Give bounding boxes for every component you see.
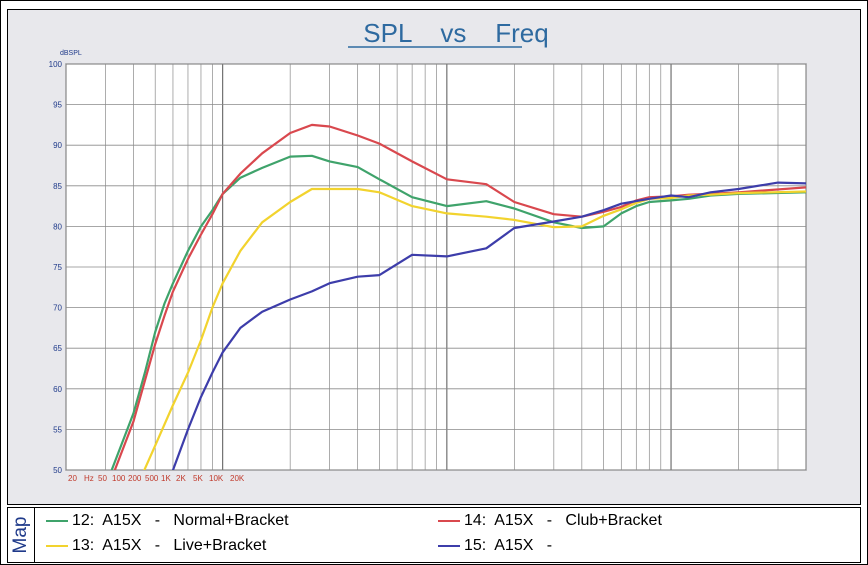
legend-item-13[interactable]: 13: A15X - Live+Bracket [46, 535, 266, 557]
legend-swatch-14 [438, 520, 460, 522]
y-tick-label: 90 [53, 141, 62, 150]
y-tick-label: 60 [53, 385, 62, 394]
x-tick-label: 5K [193, 474, 203, 483]
legend-item-12[interactable]: 12: A15X - Normal+Bracket [46, 510, 289, 532]
x-tick-label: 200 [128, 474, 142, 483]
legend-label-12: 12: A15X - Normal+Bracket [72, 512, 289, 529]
x-tick-label: 50 [98, 474, 107, 483]
legend-map-tab[interactable]: Map [8, 508, 35, 562]
y-tick-label: 65 [53, 344, 62, 353]
legend-swatch-15 [438, 545, 460, 547]
y-tick-label: 70 [53, 304, 62, 313]
y-tick-label: 95 [53, 101, 62, 110]
chart-title: SPL vs Freq [363, 18, 548, 48]
series-line-1 [110, 154, 806, 470]
y-tick-label: 85 [53, 182, 62, 191]
legend-label-14: 14: A15X - Club+Bracket [464, 512, 662, 529]
series-line-2 [113, 123, 806, 470]
x-tick-label: 20K [230, 474, 245, 483]
spl-vs-freq-chart: SPL vs Freq dBSPL 100 95 90 85 80 75 70 65 60 55 50 2… [49, 18, 807, 483]
y-tick-label: 50 [53, 466, 62, 475]
y-axis-label: dBSPL [60, 50, 82, 57]
y-tick-label: 80 [53, 222, 62, 231]
legend-item-14[interactable]: 14: A15X - Club+Bracket [438, 510, 662, 532]
legend-map-label: Map [10, 516, 31, 554]
x-tick-label: 20 [68, 474, 77, 483]
y-tick-label: 55 [53, 425, 62, 434]
y-tick-label: 100 [49, 60, 63, 69]
x-tick-label: 1K [161, 474, 171, 483]
x-tick-label: 500 [145, 474, 159, 483]
legend-item-15[interactable]: 15: A15X - [438, 535, 552, 557]
x-tick-label: 100 [112, 474, 126, 483]
legend: Map 12: A15X - Normal+Bracket 13: A15X -… [7, 507, 861, 563]
series-line-4 [171, 181, 806, 470]
y-tick-label: 75 [53, 263, 62, 272]
x-tick-label: 2K [176, 474, 186, 483]
legend-swatch-12 [46, 520, 68, 522]
legend-label-13: 13: A15X - Live+Bracket [72, 537, 267, 554]
x-tick-label: 10K [209, 474, 224, 483]
legend-label-15: 15: A15X - [464, 537, 553, 554]
x-tick-label: Hz [84, 474, 94, 483]
legend-swatch-13 [46, 545, 68, 547]
plot-panel: SPL vs Freq dBSPL 100 95 90 85 80 75 70 65 60 55 50 2… [7, 9, 861, 505]
